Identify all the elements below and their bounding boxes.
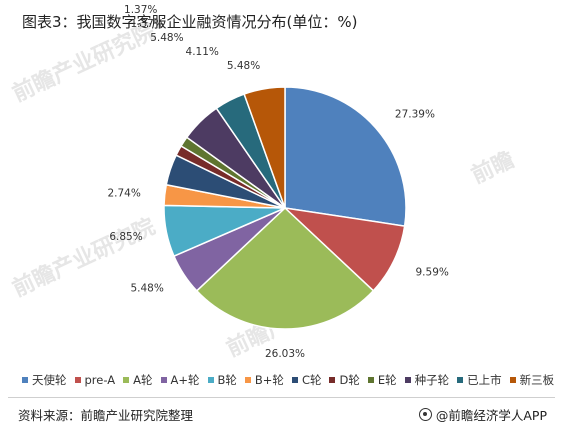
legend-swatch (367, 377, 374, 383)
data-label: 1.37% (124, 4, 157, 16)
legend-item: 已上市 (457, 372, 502, 388)
legend-item: 天使轮 (22, 372, 67, 388)
legend-label: 已上市 (467, 373, 502, 387)
pie-slice-天使轮 (284, 86, 407, 227)
legend-swatch (207, 377, 214, 383)
legend-swatch (457, 377, 464, 383)
data-label: 4.11% (186, 46, 219, 58)
legend-label: D轮 (339, 373, 360, 387)
legend-label: B轮 (217, 373, 237, 387)
brand-text: @前瞻经济学人APP (435, 408, 547, 423)
legend-item: 种子轮 (404, 372, 450, 388)
data-label: 1.37% (130, 18, 163, 30)
data-label: 4.11% (114, 0, 147, 2)
legend-swatch (291, 377, 298, 383)
pie-slice-A轮 (195, 206, 375, 330)
legend-label: 种子轮 (414, 373, 450, 387)
legend-item: C轮 (291, 372, 322, 388)
source-note: 资料来源：前瞻产业研究院整理 (18, 408, 194, 423)
legend-item: A+轮 (160, 372, 200, 388)
legend-label: A轮 (133, 373, 153, 387)
footer-divider (8, 397, 555, 398)
legend-swatch (74, 377, 81, 383)
legend-label: B+轮 (254, 373, 284, 387)
legend-item: E轮 (367, 372, 397, 388)
legend-label: E轮 (377, 373, 397, 387)
data-label: 5.48% (227, 60, 260, 72)
legend-label: 新三板 (519, 373, 555, 387)
data-label: 9.59% (416, 266, 449, 278)
legend-swatch (404, 377, 411, 383)
legend-label: pre-A (84, 373, 116, 387)
data-label: 2.74% (107, 188, 140, 200)
legend-swatch (123, 377, 130, 383)
pie-slices (163, 86, 407, 330)
legend-swatch (329, 377, 336, 383)
brand-logo-icon (418, 408, 432, 421)
legend-swatch (509, 377, 516, 383)
chart-legend: 天使轮 pre-A A轮 A+轮 B轮 B+轮 C轮 D轮 E轮 种子轮 已上市 新三板 (22, 372, 554, 388)
brand-credit: @前瞻经济学人APP (418, 405, 547, 424)
chart-title: 图表3：我国数字客服企业融资情况分布(单位：%) (22, 13, 358, 31)
legend-item: A轮 (123, 372, 153, 388)
legend-item: B+轮 (244, 372, 284, 388)
pie-labels: 27.39% 9.59% 26.03% 5.48% 6.85% 2.74% 4.11% 1.3… (107, 0, 448, 360)
data-label: 6.85% (109, 231, 142, 243)
legend-item: 新三板 (509, 372, 555, 388)
data-label: 26.03% (265, 348, 305, 360)
data-label: 5.48% (150, 32, 183, 44)
data-label: 5.48% (130, 283, 163, 295)
pie-slice-新三板 (243, 86, 286, 209)
legend-swatch (160, 377, 167, 383)
legend-label: A+轮 (170, 373, 200, 387)
legend-label: C轮 (301, 373, 322, 387)
legend-item: B轮 (207, 372, 237, 388)
legend-item: D轮 (329, 372, 360, 388)
data-label: 27.39% (395, 108, 435, 120)
legend-item: pre-A (74, 372, 116, 388)
legend-swatch (244, 377, 251, 383)
legend-swatch (22, 377, 28, 383)
legend-label: 天使轮 (32, 373, 67, 387)
